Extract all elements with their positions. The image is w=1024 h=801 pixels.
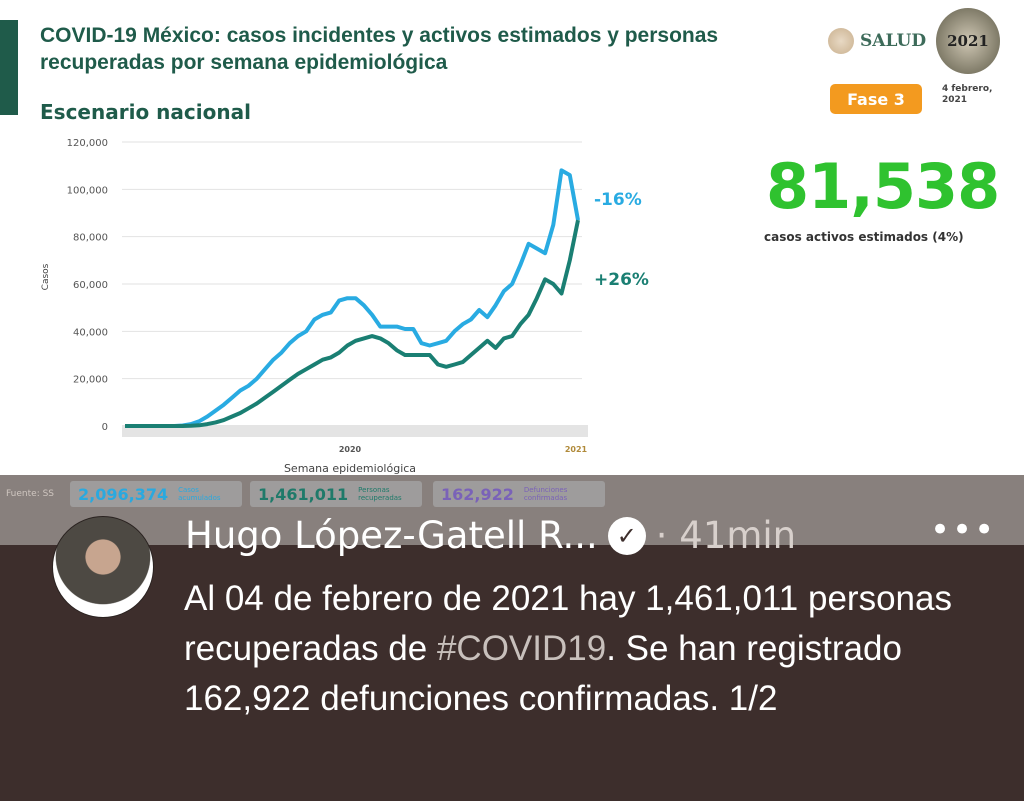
author-avatar[interactable] [52, 516, 154, 618]
stat-value: 2,096,374 [78, 484, 169, 504]
line-chart: 020,00040,00060,00080,000100,000120,000 … [41, 138, 649, 475]
more-options-icon[interactable]: ••• [930, 510, 997, 550]
stat-label: Personas recuperadas [358, 486, 402, 502]
series-line-2 [125, 219, 580, 428]
tweet-time: · 41min [655, 514, 797, 557]
active-cases-label: casos activos estimados (4%) [764, 230, 964, 244]
tweet-overlay [0, 545, 1024, 801]
accent-bar [0, 20, 18, 115]
active-cases-number: 81,538 [766, 150, 1000, 223]
x-axis-band [122, 425, 588, 437]
tweet-text-part: Al 04 de febrero de 2021 hay 1,461,011 p… [184, 579, 952, 668]
y-tick-label: 120,000 [67, 138, 108, 149]
y-tick-label: 0 [102, 422, 108, 433]
series-2-change-label: +26% [594, 270, 649, 290]
y-tick-label: 40,000 [73, 327, 108, 338]
phase-badge: Fase 3 [830, 84, 922, 114]
salud-logo: SALUD [828, 28, 926, 54]
slide-title: COVID-19 México: casos incidentes y acti… [40, 24, 719, 74]
stat-cumulative-cases: 2,096,374 Casos acumulados [70, 481, 242, 507]
tweet-header: Hugo López-Gatell R... ✓ · 41min [185, 514, 796, 557]
slide-date: 4 febrero, 2021 [942, 84, 993, 105]
slide-subtitle: Escenario nacional [40, 100, 251, 124]
y-tick-label: 60,000 [73, 280, 108, 291]
y-tick-label: 100,000 [67, 185, 108, 196]
tweet-text: Al 04 de febrero de 2021 hay 1,461,011 p… [184, 574, 1004, 724]
y-tick-label: 80,000 [73, 233, 108, 244]
stat-recovered: 1,461,011 Personas recuperadas [250, 481, 422, 507]
hashtag-link[interactable]: #COVID19 [436, 629, 607, 668]
logo-text: SALUD [860, 31, 927, 51]
stat-value: 162,922 [441, 484, 514, 504]
source-note: Fuente: SS [6, 489, 55, 499]
series-1-change-label: -16% [594, 190, 642, 210]
stat-value: 1,461,011 [258, 484, 349, 504]
stat-label: Defunciones confirmadas [523, 486, 568, 502]
y-axis-label: Casos [41, 263, 51, 290]
seal-icon [828, 28, 854, 54]
series-line-1 [125, 168, 580, 428]
stat-deaths: 162,922 Defunciones confirmadas [433, 481, 605, 507]
tweet-text-part: . Se han registrado 162,922 defunciones … [184, 629, 902, 718]
author-name[interactable]: Hugo López-Gatell R... [185, 514, 598, 557]
x-axis-label: Semana epidemiológica [284, 462, 416, 475]
stat-label: Casos acumulados [178, 486, 221, 502]
overlay-fade [0, 475, 1024, 545]
verified-icon: ✓ [607, 516, 646, 555]
y-tick-label: 20,000 [73, 375, 108, 386]
logo-2021: 2021 [936, 8, 1000, 74]
year-label-2020: 2020 [339, 445, 362, 454]
year-label-2021: 2021 [565, 445, 588, 454]
